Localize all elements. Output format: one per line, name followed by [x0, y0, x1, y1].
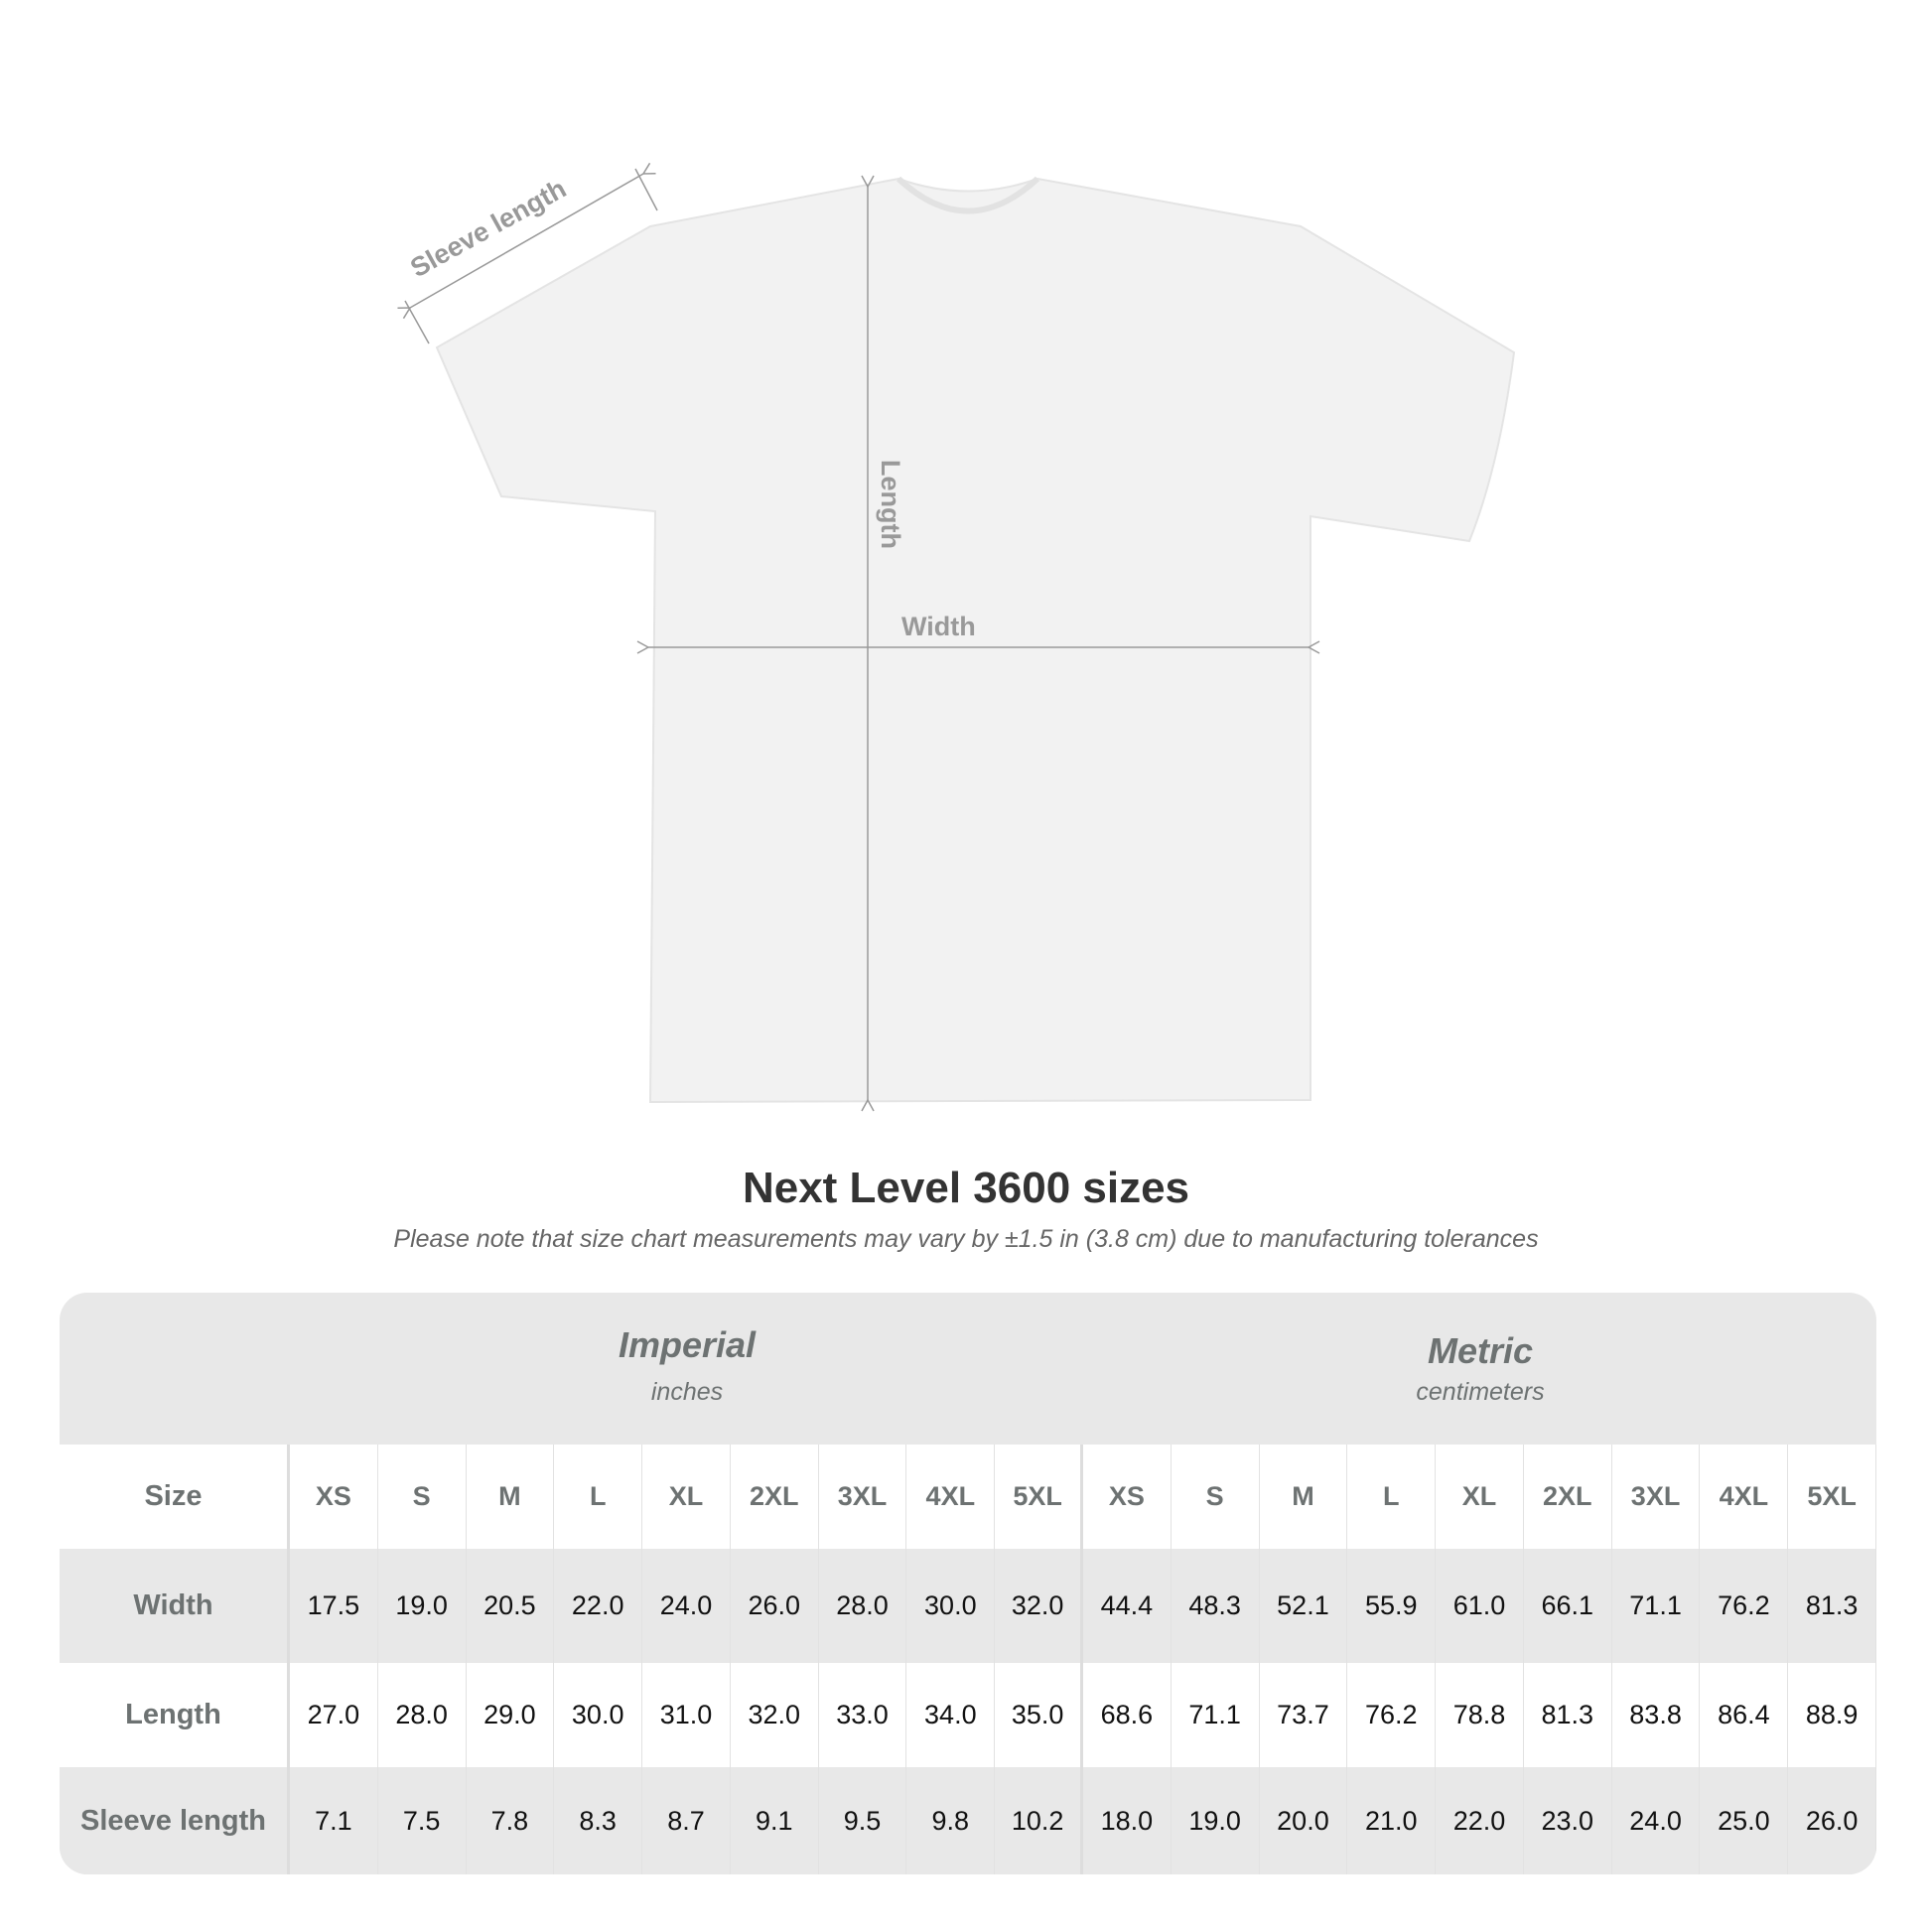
imperial-size-header: XS: [290, 1445, 378, 1549]
metric-cell: 81.3: [1788, 1549, 1876, 1663]
metric-cell: 68.6: [1083, 1663, 1172, 1767]
metric-cell: 61.0: [1436, 1549, 1524, 1663]
metric-size-header: S: [1172, 1445, 1260, 1549]
width-label: Width: [901, 612, 976, 641]
imperial-cell: 33.0: [819, 1663, 907, 1767]
metric-cell: 76.2: [1700, 1549, 1789, 1663]
metric-cell: 66.1: [1524, 1549, 1612, 1663]
imperial-size-header: M: [467, 1445, 555, 1549]
metric-cell: 25.0: [1700, 1767, 1789, 1874]
metric-cell: 73.7: [1260, 1663, 1348, 1767]
imperial-cell: 8.3: [554, 1767, 643, 1874]
metric-cell: 23.0: [1524, 1767, 1612, 1874]
page-title: Next Level 3600 sizes: [742, 1164, 1190, 1212]
size-table: Imperial inches Metric centimeters Size X…: [60, 1293, 1876, 1874]
metric-size-header: 5XL: [1788, 1445, 1876, 1549]
metric-cell: 21.0: [1347, 1767, 1437, 1874]
metric-size-header: L: [1347, 1445, 1437, 1549]
imperial-cell: 10.2: [995, 1767, 1083, 1874]
imperial-cell: 30.0: [906, 1549, 996, 1663]
imperial-cell: 17.5: [290, 1549, 378, 1663]
metric-cell: 78.8: [1436, 1663, 1524, 1767]
metric-cell: 19.0: [1172, 1767, 1260, 1874]
imperial-cell: 7.5: [378, 1767, 467, 1874]
metric-cell: 18.0: [1083, 1767, 1172, 1874]
table-row: Length 27.0 28.0 29.0 30.0 31.0 32.0 33.0 34.0 35…: [60, 1663, 1876, 1767]
tolerance-note: Please note that size chart measurements…: [393, 1225, 1539, 1253]
table-row: Sleeve length 7.1 7.5 7.8 8.3 8.7 9.1 9.5 9.8 10.…: [60, 1767, 1876, 1874]
metric-cell: 22.0: [1436, 1767, 1524, 1874]
imperial-header: Imperial inches: [290, 1293, 1084, 1445]
metric-cell: 71.1: [1172, 1663, 1260, 1767]
imperial-size-header: 5XL: [995, 1445, 1083, 1549]
imperial-cell: 28.0: [819, 1549, 907, 1663]
imperial-cell: 26.0: [731, 1549, 819, 1663]
imperial-cell: 27.0: [290, 1663, 378, 1767]
metric-cell: 48.3: [1172, 1549, 1260, 1663]
imperial-cell: 29.0: [467, 1663, 555, 1767]
imperial-cell: 22.0: [554, 1549, 643, 1663]
sleeve-length-label: Sleeve length: [405, 174, 571, 284]
collar: [896, 176, 1040, 214]
table-row: Width 17.5 19.0 20.5 22.0 24.0 26.0 28.0 30.0 32.…: [60, 1549, 1876, 1663]
imperial-cell: 31.0: [642, 1663, 731, 1767]
metric-size-header: XS: [1083, 1445, 1172, 1549]
metric-cell: 81.3: [1524, 1663, 1612, 1767]
imperial-cell: 8.7: [642, 1767, 731, 1874]
metric-cell: 24.0: [1612, 1767, 1701, 1874]
imperial-title: Imperial: [618, 1324, 757, 1365]
imperial-cell: 24.0: [642, 1549, 731, 1663]
length-label: Length: [876, 460, 905, 549]
imperial-cell: 20.5: [467, 1549, 555, 1663]
row-label: Size: [60, 1445, 290, 1549]
metric-cell: 86.4: [1700, 1663, 1789, 1767]
imperial-size-header: XL: [642, 1445, 731, 1549]
imperial-cell: 7.1: [290, 1767, 378, 1874]
metric-cell: 26.0: [1788, 1767, 1876, 1874]
metric-size-header: 4XL: [1700, 1445, 1789, 1549]
imperial-cell: 30.0: [554, 1663, 643, 1767]
metric-title: Metric: [1427, 1330, 1534, 1371]
sleeve-length-arrow: [410, 174, 643, 308]
metric-cell: 88.9: [1788, 1663, 1876, 1767]
imperial-size-header: S: [378, 1445, 467, 1549]
metric-cell: 71.1: [1612, 1549, 1701, 1663]
imperial-size-header: L: [554, 1445, 643, 1549]
metric-size-header: 2XL: [1524, 1445, 1612, 1549]
imperial-cell: 9.8: [906, 1767, 996, 1874]
metric-cell: 52.1: [1260, 1549, 1348, 1663]
metric-size-header: XL: [1436, 1445, 1524, 1549]
imperial-size-header: 2XL: [731, 1445, 819, 1549]
imperial-cell: 7.8: [467, 1767, 555, 1874]
metric-cell: 44.4: [1083, 1549, 1172, 1663]
row-label: Sleeve length: [60, 1767, 290, 1874]
metric-size-header: M: [1260, 1445, 1348, 1549]
imperial-cell: 35.0: [995, 1663, 1083, 1767]
metric-cell: 83.8: [1612, 1663, 1701, 1767]
row-label: Length: [60, 1663, 290, 1767]
tshirt-shape: [435, 177, 1516, 1104]
imperial-cell: 19.0: [378, 1549, 467, 1663]
size-header-row: Size XS S M L XL 2XL 3XL 4XL 5XL XS S M L XL 2XL 3XL 4XL 5…: [60, 1445, 1876, 1549]
metric-cell: 76.2: [1347, 1663, 1437, 1767]
imperial-size-header: 3XL: [819, 1445, 907, 1549]
imperial-size-header: 4XL: [906, 1445, 996, 1549]
metric-cell: 20.0: [1260, 1767, 1348, 1874]
imperial-cell: 34.0: [906, 1663, 996, 1767]
metric-unit: centimeters: [1416, 1378, 1545, 1406]
imperial-cell: 32.0: [995, 1549, 1083, 1663]
row-label: Width: [60, 1549, 290, 1663]
metric-size-header: 3XL: [1612, 1445, 1701, 1549]
metric-cell: 55.9: [1347, 1549, 1437, 1663]
tshirt-diagram: Sleeve length Length Width: [0, 0, 1516, 1132]
metric-header: Metric centimeters: [1084, 1293, 1876, 1445]
imperial-unit: inches: [650, 1378, 724, 1406]
imperial-cell: 9.5: [819, 1767, 907, 1874]
imperial-cell: 28.0: [378, 1663, 467, 1767]
imperial-cell: 9.1: [731, 1767, 819, 1874]
imperial-cell: 32.0: [731, 1663, 819, 1767]
